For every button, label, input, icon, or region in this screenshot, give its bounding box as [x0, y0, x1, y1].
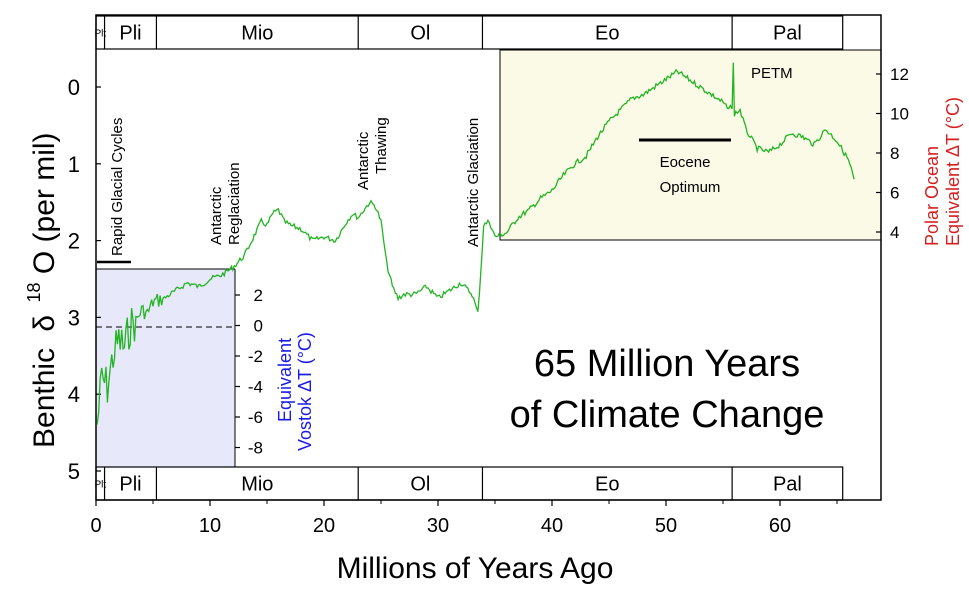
right-axis-label-2: Equivalent ΔT (°C) — [943, 97, 963, 246]
inset-tick-label: -4 — [248, 378, 263, 397]
y-axis-label-sup: 18 — [24, 283, 44, 303]
x-tick-label: 20 — [313, 515, 335, 537]
annotation-antarctic-reglaciation-2: Reglaciation — [226, 162, 243, 245]
y-tick-label: 0 — [68, 75, 80, 100]
right-tick-label: 10 — [890, 105, 909, 124]
inset-tick-label: -2 — [248, 347, 263, 366]
epoch-top-label-plt: Plt — [94, 29, 106, 40]
epoch-bottom-frame — [95, 466, 844, 501]
annotation-rapid-glacial: Rapid Glacial Cycles — [109, 118, 126, 256]
x-tick-label: 10 — [199, 515, 221, 537]
inset-tick-label: 2 — [254, 286, 263, 305]
epoch-top-frame — [95, 15, 844, 50]
epoch-top-label-ol: Ol — [410, 23, 430, 45]
epoch-bottom-label-eo: Eo — [595, 474, 619, 496]
y-tick-label: 4 — [68, 382, 80, 407]
right-tick-label: 4 — [890, 223, 899, 242]
epoch-top-label-eo: Eo — [595, 23, 619, 45]
epoch-band-bottom: Plt Pli Mio Ol Eo Pal — [94, 466, 844, 501]
epoch-band-top: Plt Pli Mio Ol Eo Pal — [94, 15, 844, 50]
epoch-bottom-label-plt: Plt — [94, 480, 106, 491]
annotation-antarctic-glaciation: Antarctic Glaciation — [465, 118, 482, 247]
x-tick-label: 60 — [769, 515, 791, 537]
epoch-top-label-pli: Pli — [119, 23, 141, 45]
x-tick-label: 0 — [90, 515, 101, 537]
y-axis: 0 1 2 3 4 5 — [68, 75, 101, 484]
y-tick-label: 3 — [68, 305, 80, 330]
x-axis-label: Millions of Years Ago — [337, 552, 614, 585]
epoch-top-label-pal: Pal — [773, 23, 802, 45]
right-axis: 12 10 8 6 4 — [876, 65, 909, 242]
annotation-antarctic-thawing-2: Thawing — [373, 117, 390, 174]
inset-axis-label-2: Vostok ΔT (°C) — [295, 332, 315, 451]
right-tick-label: 12 — [890, 65, 909, 84]
right-tick-label: 6 — [890, 184, 899, 203]
y-axis-label-tail: O (per mil) — [28, 132, 61, 274]
x-tick-label: 50 — [655, 515, 677, 537]
epoch-bottom-label-mio: Mio — [241, 474, 273, 496]
annotation-eocene-1: Eocene — [660, 154, 711, 171]
series-layer — [96, 62, 855, 425]
inset-tick-label: 0 — [254, 317, 263, 336]
chart-title-line2: of Climate Change — [510, 394, 825, 436]
y-axis-label-delta: δ — [28, 315, 61, 332]
x-tick-label: 40 — [541, 515, 563, 537]
y-tick-label: 5 — [68, 459, 80, 484]
annotation-petm: PETM — [751, 65, 793, 82]
y-tick-label: 1 — [68, 152, 80, 177]
vostok-inset-region — [96, 269, 235, 467]
annotation-antarctic-reglaciation-1: Antarctic — [208, 186, 225, 245]
y-axis-label: Benthic δ 18 O (per mil) — [14, 132, 61, 448]
annotation-antarctic-thawing-1: Antarctic — [355, 131, 372, 190]
polar-ocean-inset-region — [499, 49, 882, 241]
annotation-eocene-2: Optimum — [660, 179, 721, 196]
x-tick-label: 30 — [427, 515, 449, 537]
inset-tick-label: -6 — [248, 408, 263, 427]
inset-tick-label: -8 — [248, 439, 263, 458]
series-line — [96, 62, 855, 425]
x-axis: 0 10 20 30 40 50 60 — [90, 500, 838, 537]
right-axis-label-1: Polar Ocean — [922, 146, 942, 246]
epoch-top-label-mio: Mio — [241, 23, 273, 45]
inset-axis: 2 0 -2 -4 -6 -8 — [235, 286, 263, 458]
y-axis-label-main: Benthic — [28, 348, 61, 448]
inset-axis-label-1: Equivalent — [275, 338, 295, 422]
epoch-bottom-label-pli: Pli — [119, 474, 141, 496]
epoch-bottom-label-ol: Ol — [410, 474, 430, 496]
epoch-bottom-label-pal: Pal — [773, 474, 802, 496]
right-tick-label: 8 — [890, 144, 899, 163]
chart-title-line1: 65 Million Years — [534, 343, 800, 385]
y-tick-label: 2 — [68, 229, 80, 254]
